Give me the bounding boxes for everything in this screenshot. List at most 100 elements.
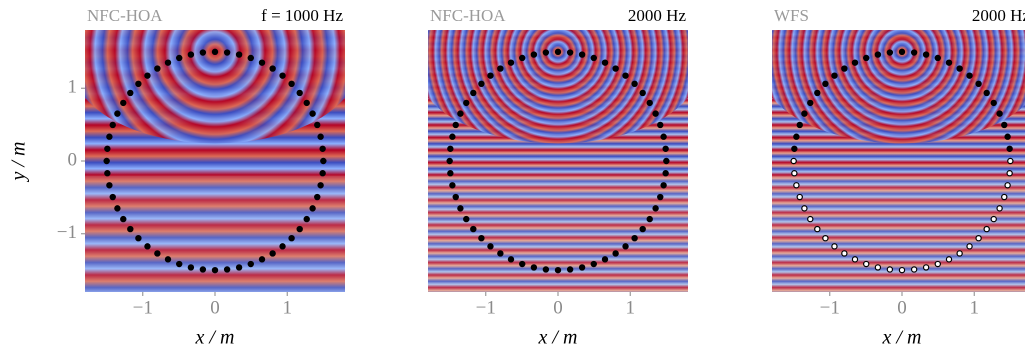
x-axis-label: x / m <box>538 327 578 349</box>
loudspeaker <box>554 48 562 56</box>
loudspeaker <box>447 145 454 152</box>
y-tick-label: 1 <box>68 77 78 98</box>
loudspeaker <box>120 215 127 223</box>
panel-subtitle: 2000 Hz <box>972 6 1025 25</box>
loudspeaker <box>279 72 286 79</box>
loudspeaker <box>314 193 321 201</box>
loudspeaker <box>601 256 609 263</box>
loudspeaker <box>235 51 243 58</box>
loudspeaker <box>975 234 982 242</box>
loudspeaker <box>154 250 161 257</box>
loudspeaker <box>663 157 670 165</box>
loudspeaker <box>247 54 254 62</box>
loudspeaker <box>114 110 121 117</box>
loudspeaker <box>910 49 918 56</box>
loudspeaker <box>814 225 821 233</box>
loudspeaker <box>863 260 870 268</box>
loudspeaker <box>507 256 515 263</box>
loudspeaker <box>288 234 295 242</box>
loudspeaker <box>966 72 973 79</box>
loudspeaker <box>793 133 800 140</box>
panel: WFS 2000 Hz −1 0 1 x / m <box>772 6 1025 349</box>
loudspeaker <box>303 215 310 223</box>
loudspeaker <box>497 250 504 257</box>
loudspeaker <box>566 266 574 273</box>
loudspeaker <box>578 51 586 58</box>
x-tick-label: −1 <box>476 297 496 318</box>
loudspeaker <box>639 89 646 97</box>
loudspeaker <box>831 243 838 250</box>
loudspeaker <box>956 250 963 257</box>
loudspeaker <box>317 133 324 140</box>
loudspeaker <box>796 121 803 129</box>
loudspeaker <box>309 110 316 117</box>
loudspeaker <box>662 170 669 177</box>
loudspeaker <box>470 225 477 233</box>
loudspeaker <box>507 59 515 66</box>
loudspeaker <box>796 193 803 201</box>
loudspeaker <box>922 51 930 58</box>
loudspeaker <box>790 157 797 165</box>
loudspeaker <box>841 250 848 257</box>
x-tick-label: 1 <box>625 297 635 318</box>
loudspeaker <box>590 260 597 268</box>
loudspeaker <box>487 72 494 79</box>
loudspeaker <box>622 72 629 79</box>
loudspeaker <box>519 54 526 62</box>
loudspeaker <box>990 99 997 107</box>
x-tick-label: −1 <box>820 297 840 318</box>
loudspeaker <box>966 243 973 250</box>
panel-title: NFC-HOA <box>87 6 163 25</box>
loudspeaker <box>447 170 454 177</box>
loudspeaker <box>622 243 629 250</box>
loudspeaker <box>898 48 906 56</box>
loudspeaker <box>269 65 276 72</box>
fade <box>85 175 345 292</box>
loudspeaker <box>109 121 116 129</box>
panel-title: WFS <box>774 6 809 25</box>
loudspeaker <box>601 59 609 66</box>
loudspeaker <box>463 215 470 223</box>
loudspeaker <box>106 133 113 140</box>
loudspeaker <box>199 266 207 273</box>
loudspeaker <box>1001 193 1008 201</box>
loudspeaker <box>1006 145 1013 152</box>
loudspeaker <box>1001 121 1008 129</box>
loudspeaker <box>612 250 619 257</box>
y-axis-label: y / m <box>8 142 30 183</box>
loudspeaker <box>144 72 151 79</box>
loudspeaker <box>187 264 195 271</box>
loudspeaker <box>657 121 664 129</box>
x-axis-label: x / m <box>195 327 235 349</box>
loudspeaker <box>652 110 659 117</box>
loudspeaker <box>457 205 464 212</box>
loudspeaker <box>288 80 295 88</box>
loudspeaker <box>258 256 266 263</box>
loudspeaker <box>851 59 859 66</box>
loudspeaker <box>874 51 882 58</box>
loudspeaker <box>109 193 116 201</box>
loudspeaker <box>127 225 134 233</box>
loudspeaker <box>652 205 659 212</box>
loudspeaker <box>631 234 638 242</box>
loudspeaker <box>530 51 538 58</box>
loudspeaker <box>449 182 456 189</box>
x-tick-label: 0 <box>210 297 220 318</box>
field <box>772 30 1025 292</box>
loudspeaker <box>542 266 550 273</box>
loudspeaker <box>296 225 303 233</box>
loudspeaker <box>822 234 829 242</box>
loudspeaker <box>269 250 276 257</box>
loudspeaker <box>164 59 172 66</box>
loudspeaker <box>898 266 906 274</box>
loudspeaker <box>566 49 574 56</box>
loudspeaker <box>934 260 941 268</box>
loudspeaker <box>657 193 664 201</box>
loudspeaker <box>945 59 953 66</box>
loudspeaker <box>822 80 829 88</box>
loudspeaker <box>223 266 231 273</box>
loudspeaker <box>127 89 134 97</box>
loudspeaker <box>303 99 310 107</box>
loudspeaker <box>542 49 550 56</box>
loudspeaker <box>945 256 953 263</box>
